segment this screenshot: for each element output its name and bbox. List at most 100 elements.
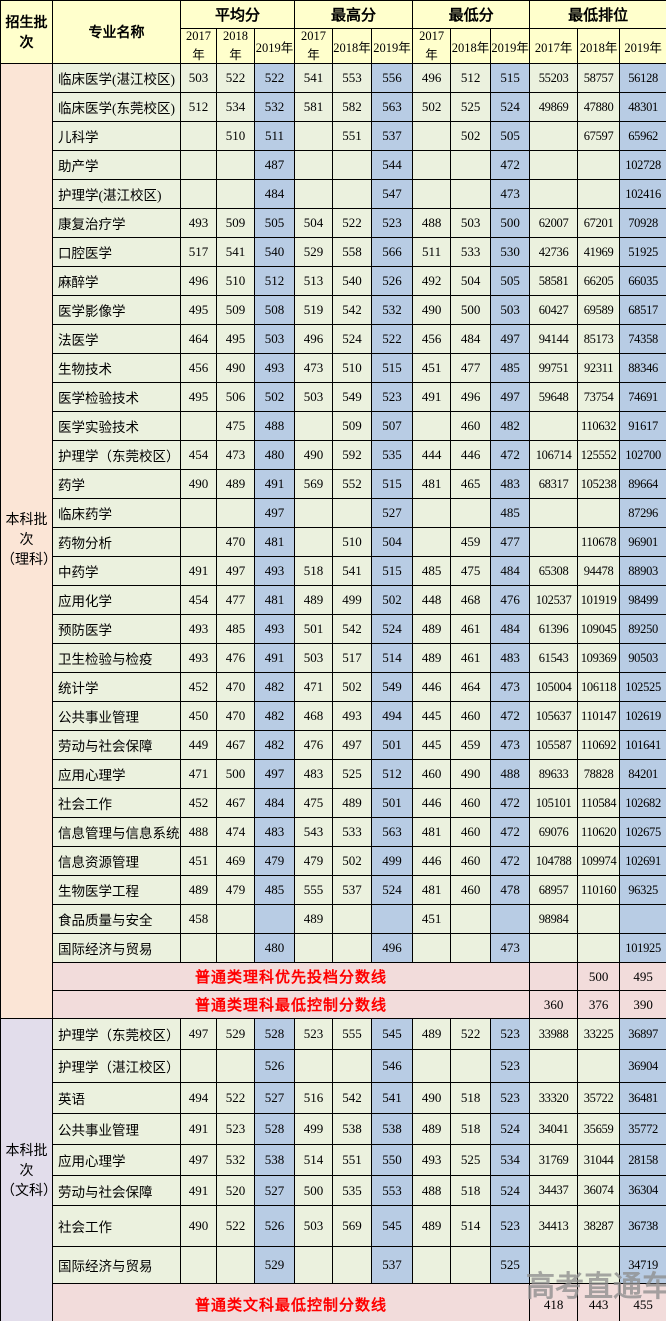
score-cell: 509 xyxy=(216,208,255,238)
score-cell: 489 xyxy=(412,1205,452,1247)
score-cell xyxy=(412,179,452,209)
major-name-cell: 中药学 xyxy=(52,556,181,586)
rank-cell: 89250 xyxy=(619,614,666,644)
major-name-cell: 社会工作 xyxy=(52,1205,181,1247)
header-row-groups: 招生批次 专业名称 平均分 最高分 最低分 最低排位 xyxy=(0,0,666,64)
table-row: 本科批次 （文科） 护理学（东莞校区） 497 529 528 523 555 545 489 52… xyxy=(0,1018,666,1321)
rank-cell: 104788 xyxy=(529,846,579,876)
score-cell: 497 xyxy=(253,759,296,789)
score-cell: 540 xyxy=(253,237,296,267)
score-cell: 524 xyxy=(490,1113,531,1145)
score-cell: 473 xyxy=(490,179,531,209)
score-cell: 489 xyxy=(412,1113,452,1145)
rank-cell: 28158 xyxy=(619,1144,666,1176)
major-name-cell: 临床药学 xyxy=(52,498,181,528)
score-cell: 480 xyxy=(253,933,296,963)
score-cell: 469 xyxy=(216,846,255,876)
table-row: 本科批次 （理科） 临床医学(湛江校区) 503 522 522 541 553 556 496 5… xyxy=(0,63,666,1019)
score-cell: 476 xyxy=(216,643,255,673)
major-name-cell: 国际经济与贸易 xyxy=(52,1246,181,1284)
score-cell: 467 xyxy=(216,788,255,818)
major-name-cell: 临床医学(东莞校区) xyxy=(52,92,181,122)
score-cell: 505 xyxy=(253,208,296,238)
major-name-cell: 卫生检验与检疫 xyxy=(52,643,181,673)
score-cell xyxy=(180,1049,217,1083)
score-cell: 475 xyxy=(450,556,492,586)
rank-cell: 96901 xyxy=(619,527,666,557)
score-cell xyxy=(253,904,296,934)
table-row: 社会工作 452 467 484 475 489 501 446 460 472 105101 110… xyxy=(1,788,666,818)
score-cell: 484 xyxy=(490,614,531,644)
score-cell: 502 xyxy=(253,382,296,412)
major-name-cell: 药学 xyxy=(52,469,181,499)
score-cell: 488 xyxy=(180,817,217,847)
score-cell: 480 xyxy=(253,440,296,470)
score-cell: 553 xyxy=(371,1175,414,1206)
score-cell: 448 xyxy=(412,585,452,615)
major-name-cell: 劳动与社会保障 xyxy=(52,730,181,760)
table-row: 生物医学工程 489 479 485 555 537 524 481 460 478 68957 11… xyxy=(1,875,666,905)
score-cell: 485 xyxy=(412,556,452,586)
score-cell: 446 xyxy=(412,846,452,876)
header-year: 2019年 xyxy=(490,28,531,64)
table-row: 应用化学 454 477 481 489 499 502 448 468 476 102537 101… xyxy=(1,585,666,615)
table-row: 食品质量与安全 458 489 451 98984 xyxy=(1,904,666,934)
score-cell: 470 xyxy=(216,701,255,731)
score-cell: 472 xyxy=(490,817,531,847)
score-cell: 484 xyxy=(490,556,531,586)
score-cell: 511 xyxy=(253,121,296,151)
rank-cell: 109974 xyxy=(577,846,621,876)
rank-cell xyxy=(529,527,579,557)
cutoff-value-cell: 495 xyxy=(619,962,666,991)
table-row: 药物分析 470 481 510 504 459 477 110678 96901 xyxy=(1,527,666,557)
rank-cell: 62007 xyxy=(529,208,579,238)
header-major: 专业名称 xyxy=(52,0,181,64)
table-row: 英语 494 522 527 516 542 541 490 518 523 33320 35722 3… xyxy=(1,1082,666,1114)
score-cell: 473 xyxy=(216,440,255,470)
score-cell: 482 xyxy=(253,730,296,760)
score-cell: 501 xyxy=(371,730,414,760)
score-cell: 566 xyxy=(371,237,414,267)
score-cell xyxy=(294,1049,334,1083)
score-cell: 526 xyxy=(253,1049,296,1083)
score-cell: 518 xyxy=(294,556,334,586)
score-cell: 524 xyxy=(332,324,373,354)
score-cell: 485 xyxy=(490,498,531,528)
score-cell: 496 xyxy=(180,266,217,296)
score-cell xyxy=(450,933,492,963)
major-name-cell: 助产学 xyxy=(52,150,181,180)
score-cell: 444 xyxy=(412,440,452,470)
rank-cell: 67597 xyxy=(577,121,621,151)
rank-cell: 36738 xyxy=(619,1205,666,1247)
cutoff-value-cell xyxy=(529,962,579,991)
score-cell: 473 xyxy=(294,353,334,383)
score-cell: 505 xyxy=(490,266,531,296)
score-cell: 535 xyxy=(332,1175,373,1206)
score-cell: 550 xyxy=(371,1144,414,1176)
rank-cell: 51925 xyxy=(619,237,666,267)
rank-cell: 69589 xyxy=(577,295,621,325)
major-name-cell: 临床医学(湛江校区) xyxy=(52,63,181,93)
rank-cell: 70928 xyxy=(619,208,666,238)
score-cell: 460 xyxy=(450,788,492,818)
score-cell: 483 xyxy=(294,759,334,789)
score-cell xyxy=(294,1246,334,1284)
rank-cell: 55203 xyxy=(529,63,579,93)
score-cell: 491 xyxy=(412,382,452,412)
rank-cell: 36074 xyxy=(577,1175,621,1206)
score-cell: 523 xyxy=(490,1018,531,1050)
table-row: 劳动与社会保障 491 520 527 500 535 553 488 518 524 34437 3… xyxy=(1,1175,666,1206)
header-year: 2018年 xyxy=(332,28,373,64)
rank-cell xyxy=(529,150,579,180)
table-row: 劳动与社会保障 449 467 482 476 497 501 445 459 473 105587… xyxy=(1,730,666,760)
score-cell xyxy=(294,411,334,441)
score-cell: 509 xyxy=(332,411,373,441)
score-cell: 501 xyxy=(294,614,334,644)
header-year: 2019年 xyxy=(619,28,666,64)
score-cell: 479 xyxy=(253,846,296,876)
score-cell: 474 xyxy=(216,817,255,847)
rank-cell: 102537 xyxy=(529,585,579,615)
score-cell xyxy=(332,498,373,528)
major-name-cell: 法医学 xyxy=(52,324,181,354)
score-cell: 555 xyxy=(332,1018,373,1050)
